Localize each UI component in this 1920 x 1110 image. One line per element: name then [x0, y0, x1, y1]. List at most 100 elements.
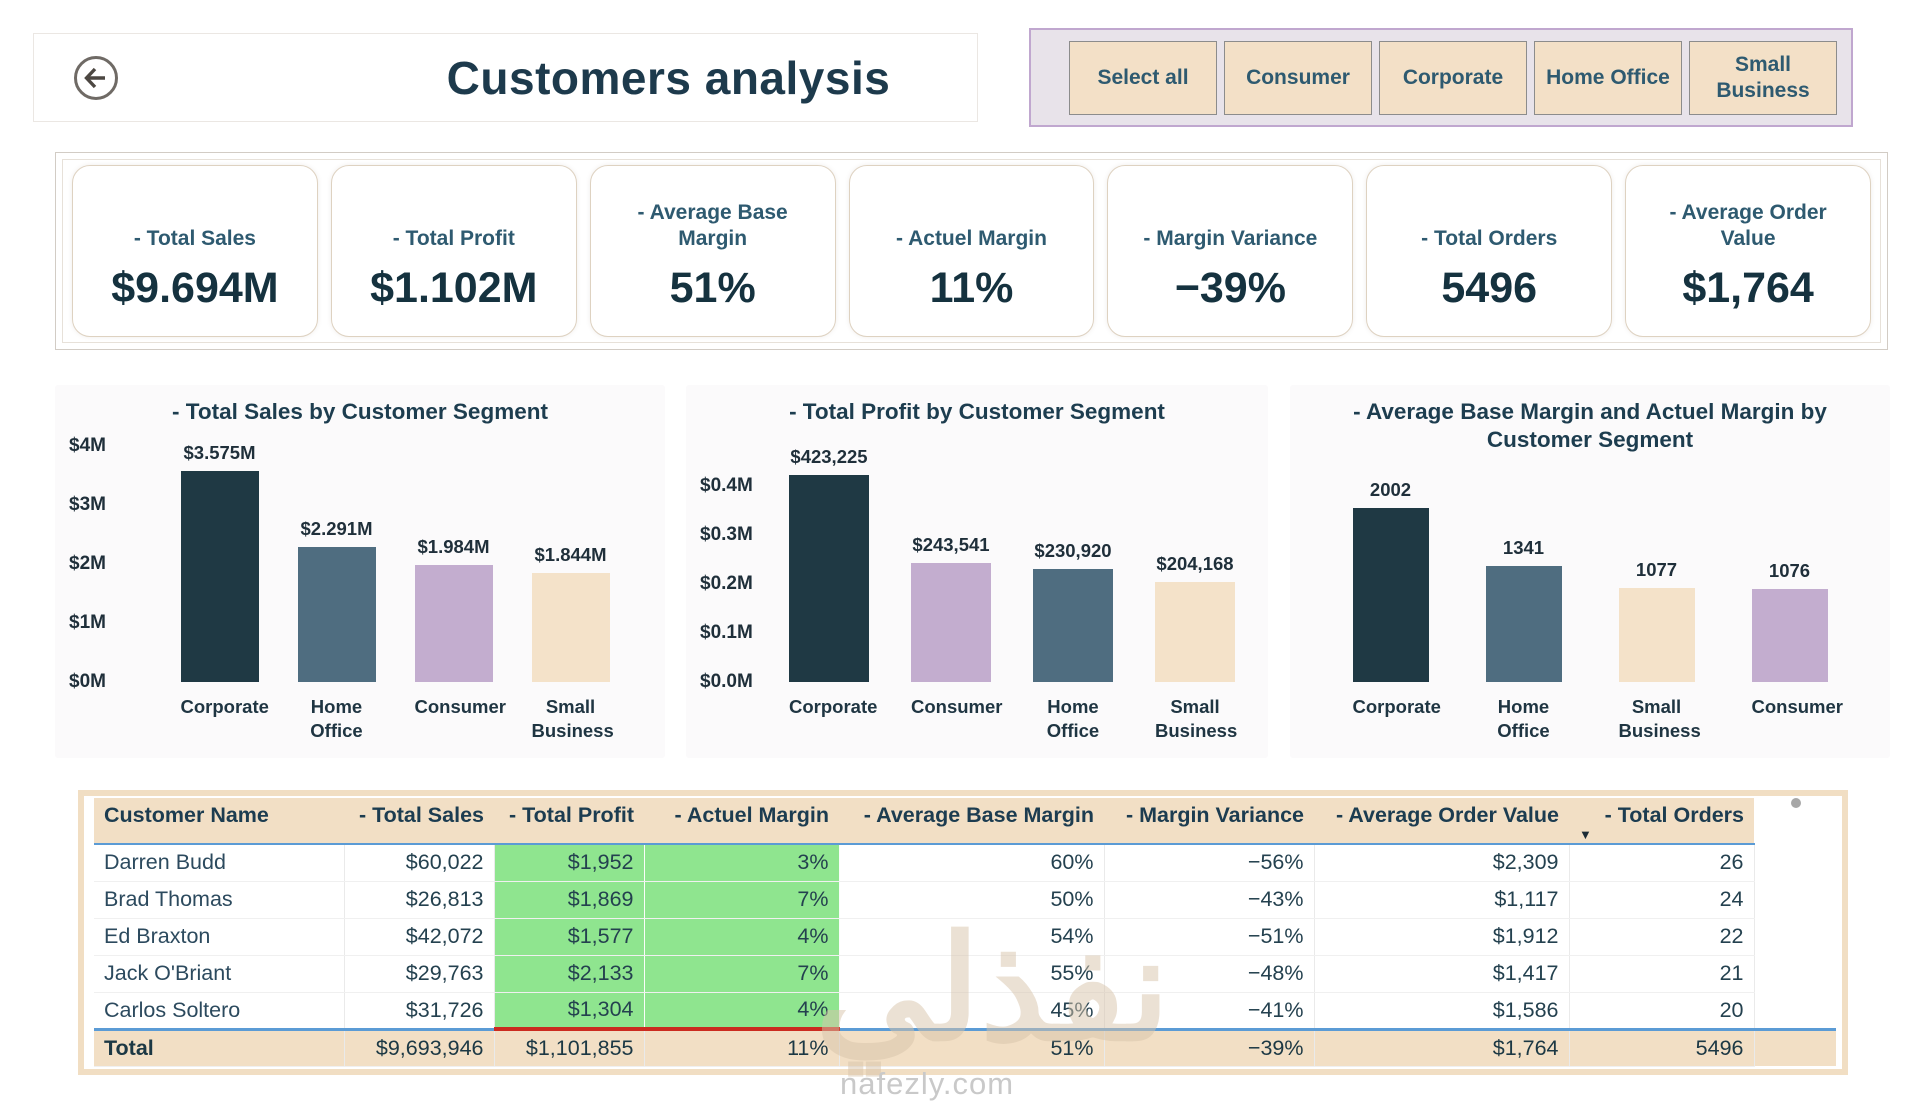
bar-small-business[interactable]: $1.844M: [531, 544, 610, 682]
cell-margin-variance[interactable]: −43%: [1104, 881, 1315, 919]
x-axis-labels: Corporate Consumer Home Office Small Busine…: [686, 695, 1268, 743]
cell-total-orders[interactable]: 24: [1569, 881, 1755, 919]
cell-total-orders[interactable]: 21: [1569, 955, 1755, 993]
cell-margin-variance[interactable]: −48%: [1104, 955, 1315, 993]
total-cell-actuel-margin: 11%: [644, 1027, 840, 1067]
cell-total-profit[interactable]: $1,869: [494, 881, 645, 919]
column-header-actuel-margin[interactable]: - Actuel Margin: [644, 798, 839, 845]
filter-button-select-all[interactable]: Select all: [1069, 40, 1217, 115]
bar-small-business[interactable]: $204,168: [1155, 553, 1235, 682]
cell-total-sales[interactable]: $31,726: [344, 992, 495, 1030]
column-header-total-orders[interactable]: - Total Orders ▼: [1569, 798, 1754, 845]
cell-total-profit[interactable]: $1,577: [494, 918, 645, 956]
table-row[interactable]: Jack O'Briant $29,763 $2,133 7% 55% −48% $1,41…: [94, 955, 1836, 993]
bar-consumer[interactable]: $243,541: [911, 534, 991, 682]
cell-average-base-margin[interactable]: 54%: [839, 918, 1105, 956]
back-button[interactable]: [72, 54, 120, 102]
y-axis-tick: $2M: [69, 553, 106, 575]
table-row[interactable]: Carlos Soltero $31,726 $1,304 4% 45% −41% $1,5…: [94, 992, 1836, 1031]
bar-consumer[interactable]: $1.984M: [414, 536, 493, 682]
cell-actuel-margin[interactable]: 4%: [644, 992, 840, 1031]
table-row[interactable]: Ed Braxton $42,072 $1,577 4% 54% −51% $1,912 22: [94, 918, 1836, 956]
kpi-card-total-profit[interactable]: - Total Profit $1.102M: [330, 165, 577, 337]
filter-button-corporate[interactable]: Corporate: [1379, 40, 1527, 115]
filter-button-home-office[interactable]: Home Office: [1534, 40, 1682, 115]
total-cell-customer-name: Total: [94, 1027, 345, 1067]
chart-title: - Total Sales by Customer Segment: [172, 399, 548, 424]
column-header-average-base-margin[interactable]: - Average Base Margin: [839, 798, 1104, 845]
cell-total-orders[interactable]: 22: [1569, 918, 1755, 956]
bar-corporate[interactable]: $423,225: [789, 446, 869, 682]
x-axis-label-consumer: Consumer: [911, 696, 1003, 717]
kpi-card-average-order-value[interactable]: - Average Order Value $1,764: [1625, 165, 1872, 337]
bar-value-label: $230,920: [1034, 539, 1112, 561]
table-row[interactable]: Brad Thomas $26,813 $1,869 7% 50% −43% $1,117 2…: [94, 881, 1836, 919]
cell-average-order-value[interactable]: $1,117: [1314, 881, 1570, 919]
x-axis-label-corporate: Corporate: [789, 696, 878, 717]
total-cell-total-profit: $1,101,855: [494, 1027, 645, 1067]
kpi-card-average-base-margin[interactable]: - Average Base Margin 51%: [589, 165, 836, 337]
kpi-value: −39%: [1174, 264, 1286, 312]
cell-total-profit[interactable]: $1,952: [494, 844, 645, 882]
cell-average-base-margin[interactable]: 55%: [839, 955, 1105, 993]
cell-average-base-margin[interactable]: 45%: [839, 992, 1105, 1030]
column-header-margin-variance[interactable]: - Margin Variance: [1104, 798, 1314, 845]
column-header-total-sales[interactable]: - Total Sales: [344, 798, 494, 845]
kpi-card-total-sales[interactable]: - Total Sales $9.694M: [72, 165, 318, 337]
bar-small-business[interactable]: 1077: [1618, 559, 1695, 682]
cell-total-orders[interactable]: 26: [1569, 844, 1755, 882]
bar-value-label: $204,168: [1156, 553, 1234, 574]
column-header-average-order-value[interactable]: - Average Order Value: [1314, 798, 1569, 845]
kpi-value: $1.102M: [370, 264, 538, 312]
cell-actuel-margin[interactable]: 7%: [644, 881, 840, 919]
cell-total-orders[interactable]: 20: [1569, 992, 1755, 1030]
cell-filler: [1754, 992, 1836, 1029]
chart-plot-area: 2002 1341 1077 1076: [1320, 467, 1860, 682]
column-header-customer-name[interactable]: Customer Name: [94, 798, 344, 845]
cell-total-sales[interactable]: $26,813: [344, 881, 495, 919]
y-axis-tick: $0.2M: [700, 573, 753, 595]
cell-customer-name[interactable]: Ed Braxton: [94, 918, 345, 956]
column-header-label: - Total Orders: [1604, 803, 1744, 827]
kpi-card-actuel-margin[interactable]: - Actuel Margin 11%: [848, 165, 1095, 337]
cell-average-order-value[interactable]: $1,912: [1314, 918, 1570, 956]
cell-average-base-margin[interactable]: 50%: [839, 881, 1105, 919]
cell-actuel-margin[interactable]: 4%: [644, 918, 840, 956]
bar-home-office[interactable]: 1341: [1485, 537, 1562, 682]
filter-button-small-business[interactable]: Small Business: [1689, 40, 1837, 115]
cell-customer-name[interactable]: Brad Thomas: [94, 881, 345, 919]
cell-customer-name[interactable]: Carlos Soltero: [94, 992, 345, 1030]
cell-margin-variance[interactable]: −56%: [1104, 844, 1315, 882]
cell-customer-name[interactable]: Jack O'Briant: [94, 955, 345, 993]
kpi-value: 5496: [1441, 264, 1538, 312]
kpi-card-total-orders[interactable]: - Total Orders 5496: [1366, 165, 1613, 337]
cell-average-order-value[interactable]: $1,586: [1314, 992, 1570, 1030]
table-row[interactable]: Darren Budd $60,022 $1,952 3% 60% −56% $2,309 2…: [94, 844, 1836, 882]
bar-home-office[interactable]: $2.291M: [297, 518, 376, 682]
cell-margin-variance[interactable]: −41%: [1104, 992, 1315, 1030]
cell-average-base-margin[interactable]: 60%: [839, 844, 1105, 882]
bar-home-office[interactable]: $230,920: [1033, 540, 1113, 682]
cell-total-sales[interactable]: $42,072: [344, 918, 495, 956]
cell-total-profit[interactable]: $2,133: [494, 955, 645, 993]
x-axis-label-home-office: Home Office: [1497, 696, 1550, 742]
bar-corporate[interactable]: $3.575M: [180, 442, 259, 682]
cell-total-profit[interactable]: $1,304: [494, 992, 645, 1031]
cell-average-order-value[interactable]: $1,417: [1314, 955, 1570, 993]
bar-corporate[interactable]: 2002: [1352, 479, 1429, 682]
cell-customer-name[interactable]: Darren Budd: [94, 844, 345, 882]
column-header-total-profit[interactable]: - Total Profit: [494, 798, 644, 845]
bar-value-label: 1076: [1768, 559, 1811, 581]
cell-total-sales[interactable]: $29,763: [344, 955, 495, 993]
bar-consumer[interactable]: 1076: [1751, 560, 1828, 682]
kpi-card-margin-variance[interactable]: - Margin Variance −39%: [1107, 165, 1354, 337]
cell-filler: [1754, 918, 1836, 955]
scrollbar-thumb[interactable]: [1791, 798, 1801, 808]
cell-margin-variance[interactable]: −51%: [1104, 918, 1315, 956]
chart-title: - Total Profit by Customer Segment: [789, 399, 1165, 424]
cell-actuel-margin[interactable]: 7%: [644, 955, 840, 993]
cell-total-sales[interactable]: $60,022: [344, 844, 495, 882]
cell-actuel-margin[interactable]: 3%: [644, 844, 840, 882]
filter-button-consumer[interactable]: Consumer: [1224, 40, 1372, 115]
cell-average-order-value[interactable]: $2,309: [1314, 844, 1570, 882]
